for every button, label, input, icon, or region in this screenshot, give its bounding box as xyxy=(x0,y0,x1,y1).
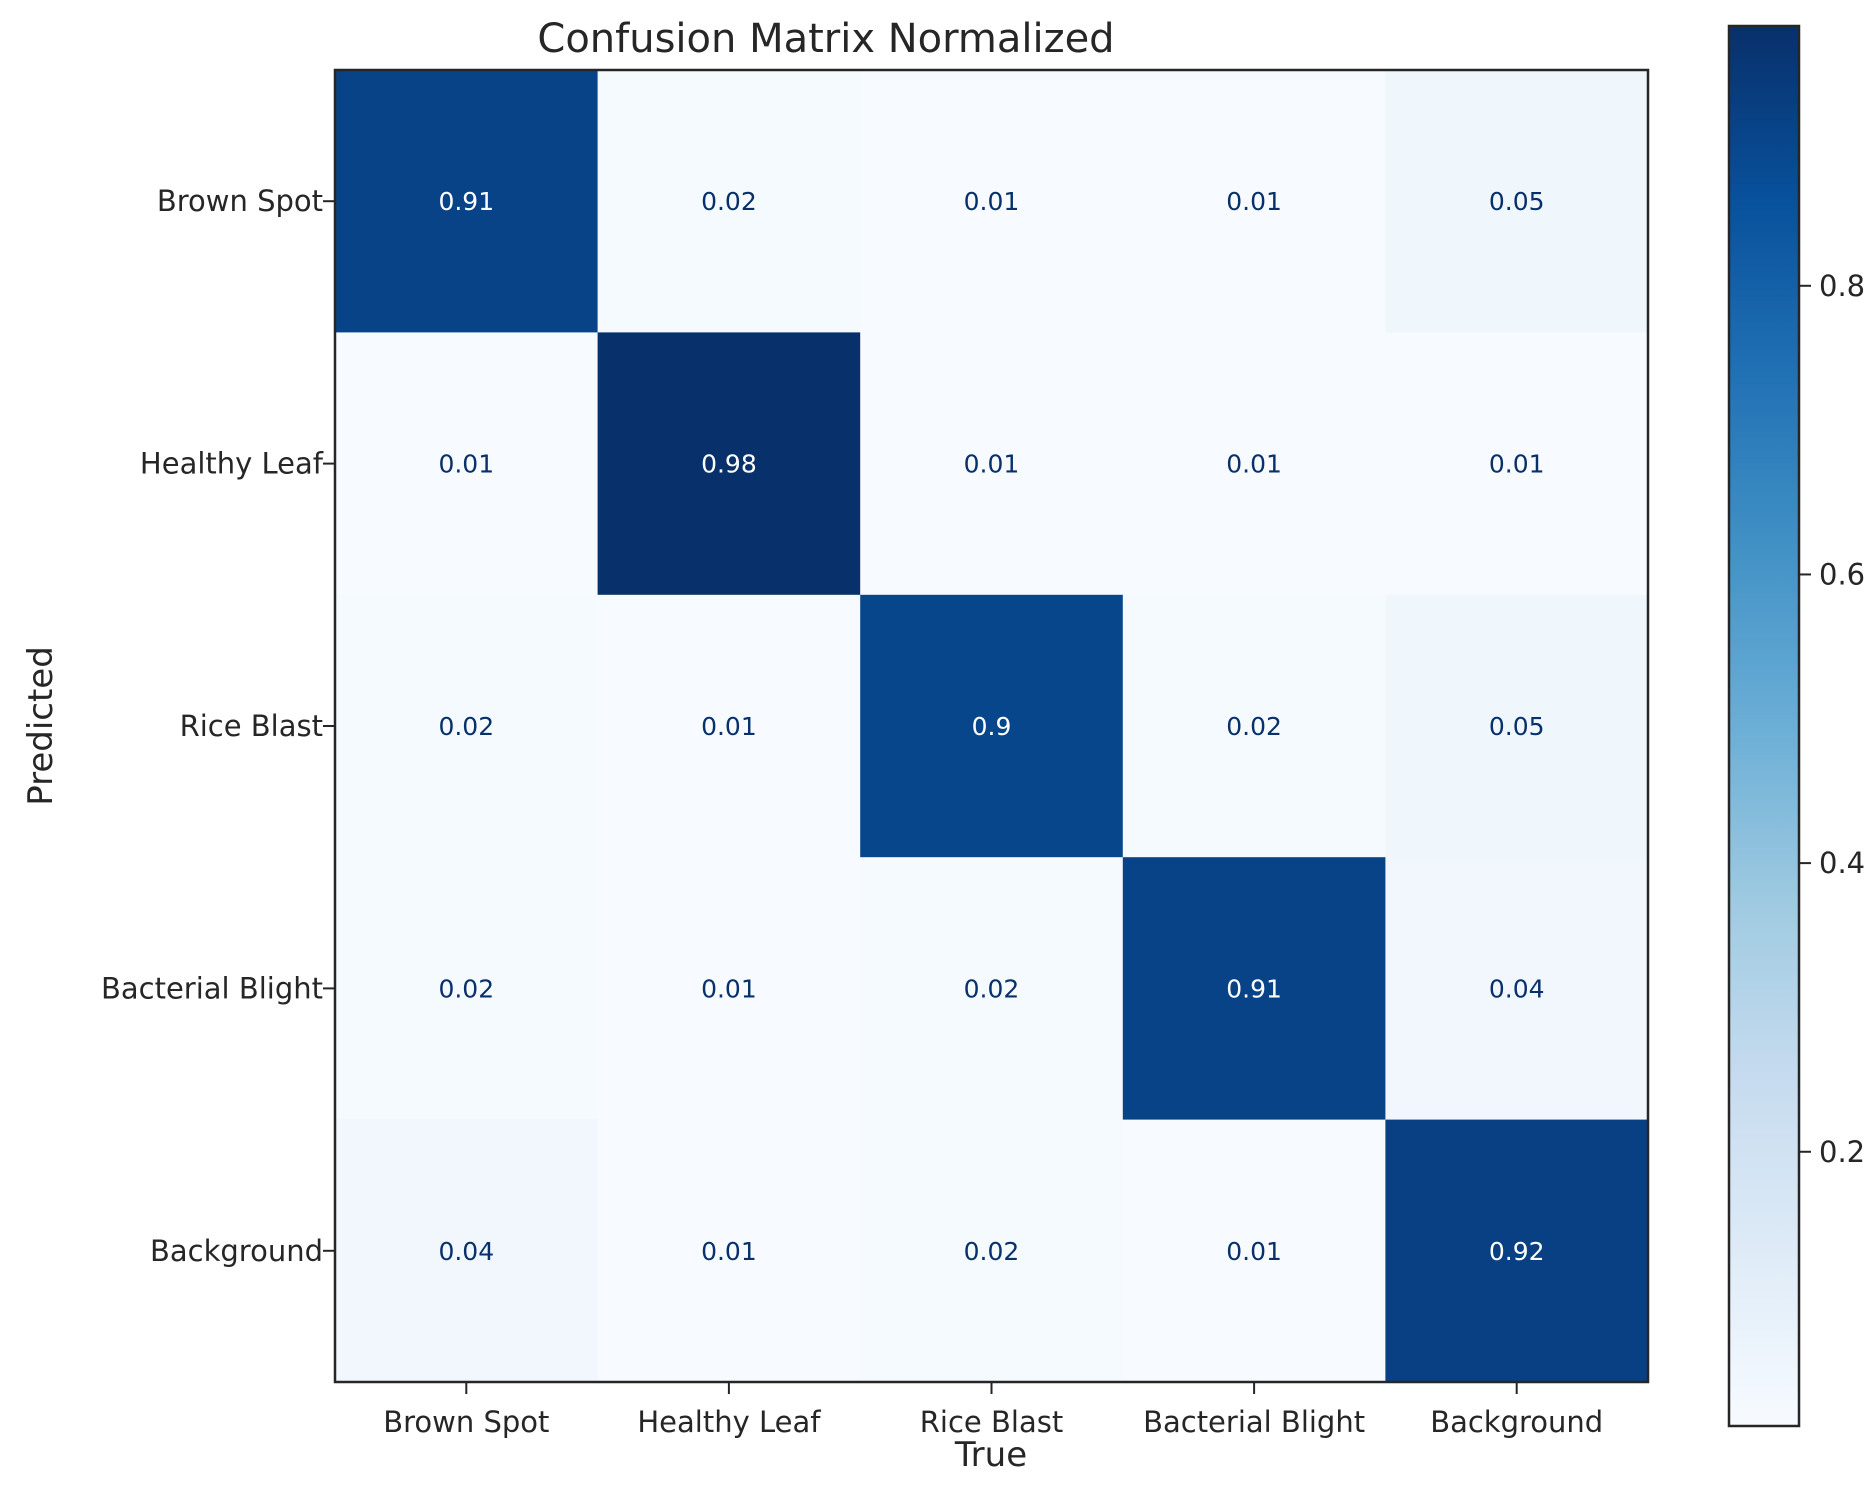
heatmap-cell xyxy=(860,857,1124,1121)
y-tick-label: Bacterial Blight xyxy=(101,971,323,1005)
heatmap-cell xyxy=(1385,857,1649,1121)
chart-title: Confusion Matrix Normalized xyxy=(537,16,1114,62)
cell-value-label: 0.02 xyxy=(438,974,494,1003)
colorbar-frame xyxy=(1727,24,1801,1428)
heatmap-cell xyxy=(860,70,1124,333)
colorbar xyxy=(1729,26,1799,1426)
heatmap-cell xyxy=(335,857,599,1121)
heatmap-cell xyxy=(597,332,861,596)
heatmap-cell xyxy=(597,1119,861,1383)
cell-value-label: 0.01 xyxy=(701,712,757,741)
cell-value-label: 0.04 xyxy=(438,1237,494,1266)
cell-value-label: 0.01 xyxy=(1226,450,1282,479)
cell-value-label: 0.04 xyxy=(1489,974,1545,1003)
heatmap-cell xyxy=(597,70,861,333)
cell-value-label: 0.01 xyxy=(1226,1237,1282,1266)
x-tick-label: Bacterial Blight xyxy=(1143,1405,1365,1439)
heatmap-cell xyxy=(1385,594,1649,858)
colorbar-tick-label: 0.6 xyxy=(1819,557,1865,591)
cell-value-label: 0.91 xyxy=(438,187,494,216)
y-tick-label: Healthy Leaf xyxy=(140,447,324,481)
cell-value-label: 0.98 xyxy=(701,450,757,479)
heatmap-cells xyxy=(335,70,1649,1383)
heatmap-cell xyxy=(1122,594,1386,858)
cell-value-label: 0.01 xyxy=(1226,187,1282,216)
cell-value-label: 0.05 xyxy=(1489,187,1545,216)
cell-value-label: 0.91 xyxy=(1226,974,1282,1003)
colorbar-tick-label: 0.8 xyxy=(1819,269,1865,303)
x-tick-label: Rice Blast xyxy=(920,1405,1063,1439)
y-tick-label: Brown Spot xyxy=(157,184,323,218)
cell-value-label: 0.02 xyxy=(701,187,757,216)
heatmap-cell xyxy=(1385,1119,1649,1383)
heatmap-cell-labels: 0.91 0.02 0.01 0.01 0.05 0.01 0.98 0.01 0.01 0.01… xyxy=(438,187,1544,1266)
heatmap-cell xyxy=(597,857,861,1121)
cell-value-label: 0.02 xyxy=(964,1237,1020,1266)
heatmap-cell xyxy=(1385,332,1649,596)
y-tick-label: Background xyxy=(150,1234,323,1268)
cell-value-label: 0.9 xyxy=(972,712,1012,741)
heatmap-cell xyxy=(335,332,599,596)
cell-value-label: 0.01 xyxy=(438,450,494,479)
cell-value-label: 0.01 xyxy=(701,1237,757,1266)
y-tick-label: Rice Blast xyxy=(180,709,323,743)
cell-value-label: 0.92 xyxy=(1489,1237,1545,1266)
cell-value-label: 0.01 xyxy=(964,450,1020,479)
heatmap-cell xyxy=(1122,857,1386,1121)
cell-value-label: 0.02 xyxy=(964,974,1020,1003)
colorbar-ticks: 0.2 0.4 0.6 0.8 xyxy=(1799,269,1865,1169)
y-axis-ticks: Brown Spot Healthy Leaf Rice Blast Bacteria… xyxy=(101,184,335,1268)
x-tick-label: Healthy Leaf xyxy=(637,1405,821,1439)
heatmap-cell xyxy=(335,70,599,333)
colorbar-tick-label: 0.2 xyxy=(1819,1135,1865,1169)
y-axis-label: Predicted xyxy=(21,646,61,806)
x-axis-label: True xyxy=(954,1435,1027,1475)
cell-value-label: 0.02 xyxy=(438,712,494,741)
heatmap-cell xyxy=(1122,332,1386,596)
cell-value-label: 0.01 xyxy=(701,974,757,1003)
colorbar-tick-label: 0.4 xyxy=(1819,846,1865,880)
heatmap-cell xyxy=(597,594,861,858)
heatmap-cell xyxy=(1122,70,1386,333)
x-tick-label: Background xyxy=(1430,1405,1603,1439)
x-tick-label: Brown Spot xyxy=(383,1405,549,1439)
heatmap-cell xyxy=(335,1119,599,1383)
heatmap-cell xyxy=(1122,1119,1386,1383)
x-axis-ticks: Brown Spot Healthy Leaf Rice Blast Bacteria… xyxy=(383,1382,1603,1439)
cell-value-label: 0.02 xyxy=(1226,712,1282,741)
heatmap-cell xyxy=(1385,70,1649,333)
cell-value-label: 0.01 xyxy=(1489,450,1545,479)
cell-value-label: 0.05 xyxy=(1489,712,1545,741)
cell-value-label: 0.01 xyxy=(964,187,1020,216)
heatmap-cell xyxy=(335,594,599,858)
heatmap-cell xyxy=(860,1119,1124,1383)
heatmap-cell xyxy=(860,332,1124,596)
heatmap-cell xyxy=(860,594,1124,858)
